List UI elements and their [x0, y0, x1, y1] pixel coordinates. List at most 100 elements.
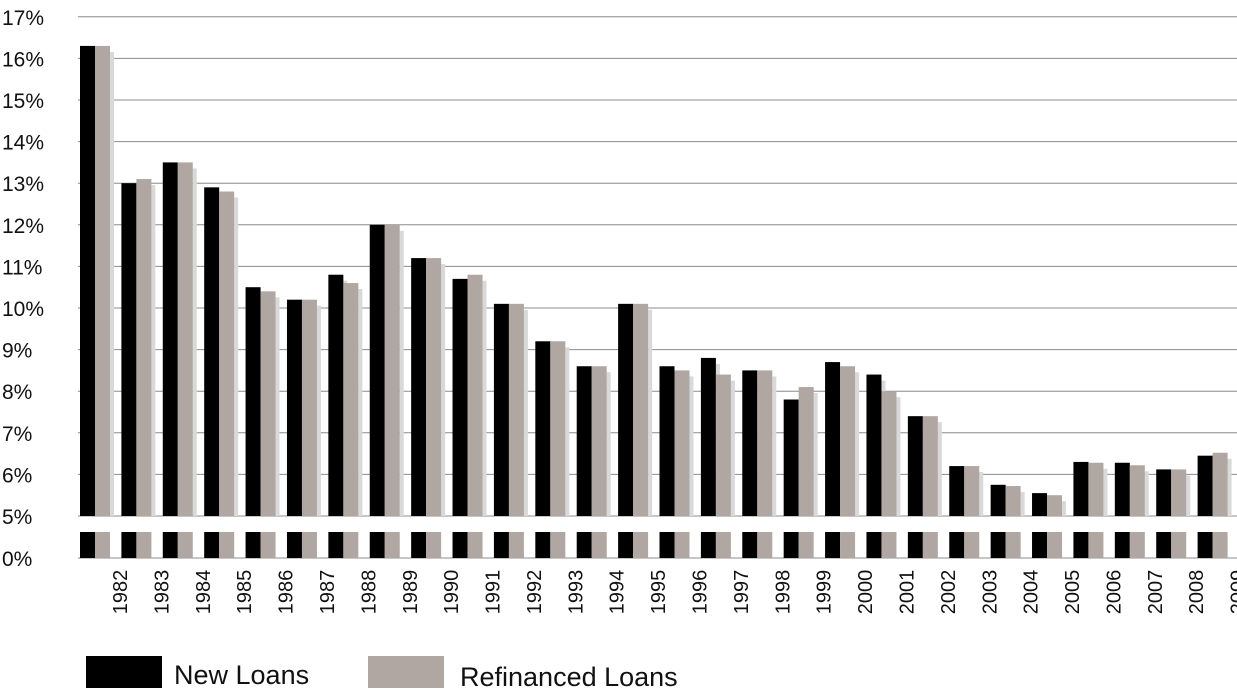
bar-stub-refinanced-loans-1985 — [219, 532, 235, 558]
x-tick-label: 1995 — [648, 570, 670, 615]
bar-refinanced-loans-1999 — [798, 387, 814, 516]
bar-stub-refinanced-loans-1984 — [177, 532, 193, 558]
bar-refinanced-loans-1986 — [260, 291, 276, 516]
bar-refinanced-loans-2006 — [1088, 462, 1104, 516]
bar-shadow — [896, 397, 901, 516]
legend-swatch-new-loans — [86, 656, 162, 688]
bar-shadow — [937, 422, 942, 516]
y-tick-label: 0% — [2, 548, 32, 571]
y-tick-label: 9% — [2, 340, 32, 363]
bar-stub-new-loans-1992 — [493, 532, 509, 558]
bar-refinanced-loans-1997 — [715, 374, 731, 516]
bar-new-loans-1992 — [493, 303, 509, 516]
bar-refinanced-loans-1983 — [136, 179, 152, 517]
bar-shadow — [482, 280, 487, 516]
bar-shadow — [1186, 475, 1191, 516]
bar-stub-refinanced-loans-1998 — [757, 532, 773, 558]
bar-stub-new-loans-1994 — [576, 532, 592, 558]
bar-shadow — [689, 376, 694, 516]
x-tick-label: 2007 — [1145, 570, 1167, 615]
y-tick-label: 15% — [2, 90, 44, 113]
bar-refinanced-loans-1985 — [219, 191, 235, 516]
bar-stub-refinanced-loans-2002 — [922, 532, 938, 558]
bar-stub-refinanced-loans-1997 — [715, 532, 731, 558]
bar-refinanced-loans-1982 — [95, 45, 110, 517]
bar-stub-refinanced-loans-2000 — [840, 532, 856, 558]
bar-new-loans-2002 — [907, 416, 923, 516]
bar-refinanced-loans-1992 — [508, 303, 524, 516]
bar-new-loans-2000 — [825, 362, 841, 516]
x-tick-label: 1984 — [193, 570, 215, 615]
y-tick-label: 14% — [2, 132, 44, 155]
bar-stub-refinanced-loans-1989 — [384, 532, 400, 558]
y-tick-label: 5% — [2, 506, 32, 529]
bar-refinanced-loans-2009 — [1212, 452, 1228, 516]
x-tick-label: 2004 — [1021, 570, 1043, 615]
bar-stub-new-loans-2008 — [1156, 532, 1172, 558]
x-tick-label: 2005 — [1062, 570, 1084, 615]
x-tick-label: 1997 — [731, 570, 753, 615]
bar-stub-new-loans-1982 — [80, 532, 95, 558]
x-tick-label: 2009 — [1228, 570, 1237, 615]
bar-new-loans-1984 — [162, 162, 178, 516]
x-tick-label: 1986 — [276, 570, 298, 615]
x-tick-label: 2000 — [855, 570, 877, 615]
x-tick-label: 1988 — [358, 570, 380, 615]
bar-shadow — [855, 372, 860, 516]
bar-stub-refinanced-loans-1991 — [467, 532, 483, 558]
bar-new-loans-1985 — [204, 187, 220, 517]
x-axis-ticks: 1982 1983 1984 1985 1986 1987 1988 1989 1990 1991… — [110, 570, 1237, 615]
bar-stub-new-loans-1985 — [204, 532, 220, 558]
bar-stub-new-loans-1983 — [121, 532, 137, 558]
bar-stub-new-loans-1995 — [618, 532, 634, 558]
bar-stub-new-loans-1997 — [700, 532, 716, 558]
bar-stub-refinanced-loans-1986 — [260, 532, 276, 558]
bar-stub-new-loans-1993 — [535, 532, 551, 558]
bar-stub-refinanced-loans-2009 — [1212, 532, 1228, 558]
bar-new-loans-1987 — [286, 299, 302, 516]
bar-new-loans-1997 — [700, 357, 716, 516]
bar-new-loans-2001 — [866, 374, 882, 516]
bar-stub-refinanced-loans-1995 — [633, 532, 649, 558]
bar-shadow — [648, 309, 653, 516]
bar-new-loans-1995 — [618, 303, 634, 516]
bar-refinanced-loans-2008 — [1171, 469, 1187, 516]
bar-new-loans-1982 — [80, 45, 95, 517]
x-tick-label: 1989 — [400, 570, 422, 615]
bar-shadow — [1227, 458, 1232, 516]
bar-stub-new-loans-2001 — [866, 532, 882, 558]
x-tick-label: 1983 — [151, 570, 173, 615]
bar-stub-new-loans-2005 — [1032, 532, 1048, 558]
bar-stub-new-loans-1984 — [162, 532, 178, 558]
x-tick-label: 1998 — [772, 570, 794, 615]
bars — [80, 45, 1232, 558]
bar-stub-refinanced-loans-1993 — [550, 532, 566, 558]
bar-refinanced-loans-2004 — [1005, 486, 1021, 516]
bar-new-loans-1994 — [576, 366, 592, 516]
x-tick-label: 1992 — [524, 570, 546, 615]
bar-stub-new-loans-2000 — [825, 532, 841, 558]
bar-stub-new-loans-2007 — [1114, 532, 1130, 558]
bar-new-loans-2009 — [1197, 455, 1213, 516]
bar-refinanced-loans-1984 — [177, 162, 193, 516]
x-tick-label: 1987 — [317, 570, 339, 615]
x-tick-label: 1993 — [565, 570, 587, 615]
bar-stub-new-loans-2004 — [990, 532, 1006, 558]
bar-refinanced-loans-2001 — [881, 391, 897, 516]
bar-shadow — [399, 230, 404, 517]
bar-shadow — [606, 372, 611, 516]
bar-stub-new-loans-1988 — [328, 532, 344, 558]
y-tick-label: 6% — [2, 464, 32, 487]
x-tick-label: 2008 — [1186, 570, 1208, 615]
bar-shadow — [772, 376, 777, 516]
bar-new-loans-2007 — [1114, 462, 1130, 516]
bar-new-loans-1998 — [742, 370, 758, 516]
bar-stub-refinanced-loans-1999 — [798, 532, 814, 558]
bar-new-loans-1990 — [411, 258, 427, 516]
bar-new-loans-1986 — [245, 287, 261, 516]
bar-new-loans-1991 — [452, 278, 468, 516]
bar-refinanced-loans-1998 — [757, 370, 773, 516]
bar-shadow — [1103, 468, 1108, 516]
bar-shadow — [441, 264, 446, 516]
